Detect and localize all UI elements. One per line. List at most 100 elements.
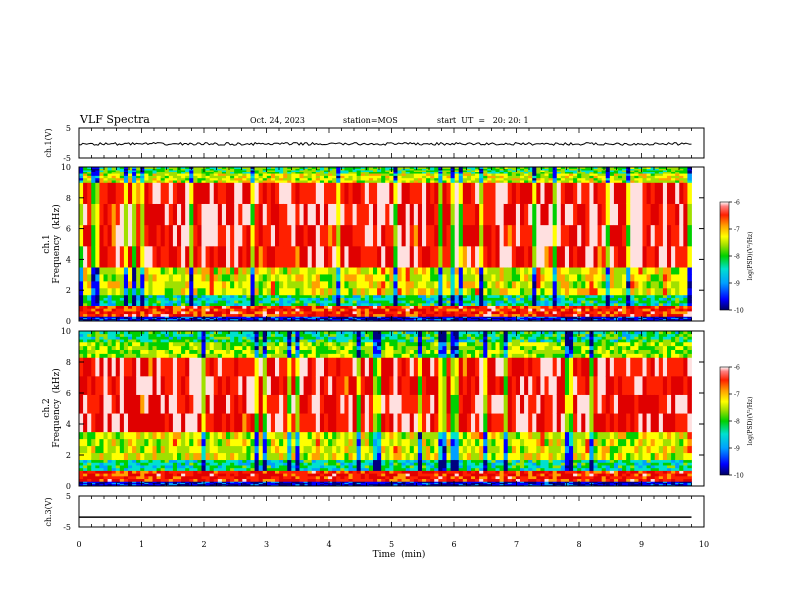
spectrogram-cell bbox=[495, 175, 500, 179]
spectrogram-cell bbox=[540, 177, 545, 181]
spectrogram-cell bbox=[185, 168, 190, 171]
spectrogram-cell bbox=[87, 300, 92, 304]
spectrogram-cell bbox=[564, 170, 570, 173]
spectrogram-cell bbox=[332, 224, 337, 247]
spectrogram-cell bbox=[597, 203, 603, 226]
spectrogram-cell bbox=[630, 302, 635, 306]
spectrogram-cell bbox=[164, 375, 170, 395]
spectrogram-cell bbox=[454, 168, 460, 171]
spectrogram-cell bbox=[499, 203, 505, 226]
spectrogram-cell bbox=[95, 483, 100, 486]
spectrogram-cell bbox=[250, 274, 255, 282]
spectrogram-cell bbox=[475, 167, 480, 169]
spectrogram-cell bbox=[164, 478, 170, 482]
spectrogram-cell bbox=[581, 302, 586, 306]
spectrogram-cell bbox=[230, 267, 235, 275]
spectrogram-cell bbox=[107, 302, 113, 306]
spectrogram-cell bbox=[662, 287, 668, 296]
spectrogram-cell bbox=[650, 245, 656, 268]
spectrogram-cell bbox=[254, 302, 260, 306]
spectrogram-cell bbox=[136, 375, 141, 395]
spectrogram-cell bbox=[638, 180, 643, 183]
spectrogram-cell bbox=[119, 445, 125, 454]
spectrogram-cell bbox=[364, 180, 370, 183]
spectrogram-cell bbox=[548, 168, 554, 171]
spectrogram-cell bbox=[107, 294, 113, 298]
spectrogram-cell bbox=[458, 245, 464, 268]
spectrogram-cell bbox=[581, 294, 586, 298]
spectrogram-cell bbox=[99, 445, 104, 454]
spectrogram-cell bbox=[520, 305, 525, 309]
spectrogram-cell bbox=[368, 297, 374, 301]
spectrogram-cell bbox=[87, 203, 92, 226]
spectrogram-cell bbox=[377, 310, 382, 315]
spectrogram-cell bbox=[140, 431, 145, 440]
spectrogram-cell bbox=[311, 310, 317, 315]
spectrogram-cell bbox=[103, 445, 108, 454]
spectrogram-cell bbox=[556, 302, 562, 306]
spectrogram-cell bbox=[634, 287, 639, 296]
spectrogram-cell bbox=[675, 294, 680, 298]
spectrogram-cell bbox=[119, 287, 125, 296]
spectrogram-cell bbox=[552, 168, 558, 171]
spectrogram-cell bbox=[128, 224, 133, 247]
spectrogram-cell bbox=[532, 280, 537, 289]
spectrogram-cell bbox=[168, 170, 174, 173]
spectrogram-cell bbox=[683, 170, 688, 173]
spectrogram-cell bbox=[503, 168, 509, 171]
spectrogram-cell bbox=[332, 173, 337, 176]
spectrogram-cell bbox=[152, 438, 157, 447]
spectrogram-cell bbox=[556, 300, 562, 304]
spectrogram-cell bbox=[103, 182, 108, 204]
spectrogram-cell bbox=[103, 302, 108, 306]
spectrogram-cell bbox=[540, 294, 545, 298]
spectrogram-cell bbox=[87, 318, 92, 321]
spectrogram-cell bbox=[99, 341, 104, 347]
spectrogram-cell bbox=[266, 173, 272, 176]
spectrogram-cell bbox=[132, 445, 137, 454]
spectrogram-cell bbox=[364, 274, 370, 282]
spectrogram-cell bbox=[119, 339, 125, 343]
spectrogram-cell bbox=[95, 245, 100, 268]
spectrogram-cell bbox=[172, 177, 178, 181]
spectrogram-cell bbox=[671, 177, 676, 181]
spectrogram-cell bbox=[201, 313, 206, 317]
spectrogram-cell bbox=[422, 203, 427, 226]
spectrogram-cell bbox=[140, 170, 145, 173]
spectrogram-cell bbox=[152, 167, 157, 169]
spectrogram-cell bbox=[675, 274, 680, 282]
spectrogram-cell bbox=[552, 313, 558, 317]
spectrogram-cell bbox=[83, 167, 88, 169]
spectrogram-cell bbox=[83, 280, 88, 289]
spectrogram-cell bbox=[115, 462, 121, 466]
spectrogram-cell bbox=[91, 467, 96, 471]
spectrogram-cell bbox=[103, 475, 108, 480]
spectrogram-cell bbox=[471, 317, 476, 320]
spectrogram-cell bbox=[438, 313, 443, 317]
spectrogram-cell bbox=[221, 294, 227, 298]
spectrogram-cell bbox=[152, 317, 157, 320]
spectrogram-cell bbox=[332, 294, 337, 298]
spectrogram-cell bbox=[291, 287, 296, 296]
spectrogram-cell bbox=[536, 180, 541, 183]
spectrogram-cell bbox=[687, 313, 692, 317]
spectrogram-cell bbox=[279, 287, 284, 296]
spectrogram-cell bbox=[107, 336, 113, 340]
spectrogram-cell bbox=[548, 316, 554, 318]
spectrogram-cell bbox=[234, 170, 239, 173]
spectrogram-cell bbox=[577, 318, 582, 321]
spectrogram-cell bbox=[185, 445, 190, 454]
spectrogram-cell bbox=[544, 297, 549, 301]
spectrogram-cell bbox=[79, 267, 84, 275]
spectrogram-cell bbox=[618, 175, 623, 179]
spectrogram-cell bbox=[618, 302, 623, 306]
spectrogram-cell bbox=[662, 175, 668, 179]
spectrogram-cell bbox=[311, 168, 317, 171]
spectrogram-cell bbox=[213, 317, 219, 320]
spectrogram-cell bbox=[654, 280, 660, 289]
spectrogram-cell bbox=[401, 180, 407, 183]
spectrogram-cell bbox=[556, 167, 562, 169]
spectrogram-cell bbox=[311, 287, 317, 296]
spectrogram-cell bbox=[209, 294, 215, 298]
spectrogram-cell bbox=[185, 317, 190, 320]
